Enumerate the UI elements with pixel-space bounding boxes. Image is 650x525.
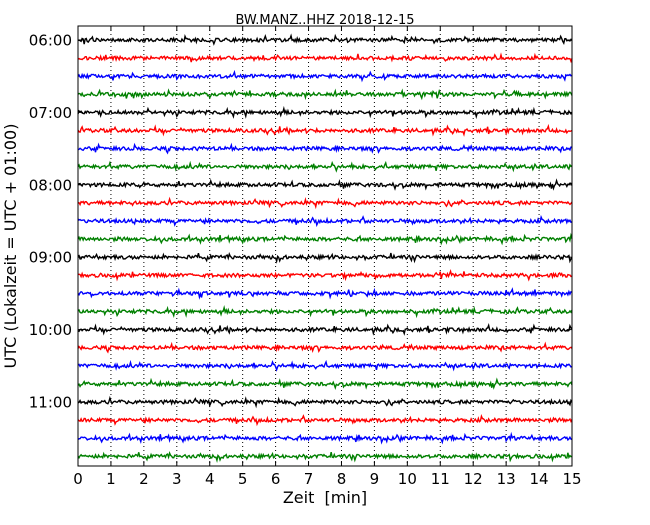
trace-1030 bbox=[77, 359, 573, 372]
trace-0600 bbox=[77, 33, 573, 46]
x-tick-label: 5 bbox=[238, 470, 248, 488]
x-axis-label: Zeit [min] bbox=[283, 488, 367, 507]
trace-0645 bbox=[77, 88, 573, 101]
x-tick-label: 8 bbox=[337, 470, 347, 488]
trace-1130 bbox=[77, 431, 573, 445]
x-tick-label: 4 bbox=[205, 470, 215, 488]
x-axis: 0 1 2 3 4 5 6 7 8 9 10 11 12 13 14 15 bbox=[73, 26, 582, 488]
x-tick-label: 10 bbox=[398, 470, 417, 488]
trace-0700 bbox=[77, 105, 573, 120]
x-tick-label: 2 bbox=[139, 470, 149, 488]
y-tick-label: 07:00 bbox=[29, 104, 72, 122]
trace-0730 bbox=[77, 142, 573, 155]
y-tick-label: 10:00 bbox=[29, 321, 72, 339]
x-tick-label: 3 bbox=[172, 470, 182, 488]
trace-0900 bbox=[77, 251, 573, 264]
trace-1115 bbox=[77, 414, 573, 427]
y-tick-label: 09:00 bbox=[29, 249, 72, 267]
trace-0630 bbox=[77, 69, 573, 83]
x-tick-label: 14 bbox=[530, 470, 549, 488]
trace-0615 bbox=[77, 52, 573, 64]
y-axis: 06:00 07:00 08:00 09:00 10:00 11:00 bbox=[29, 32, 572, 412]
trace-0800 bbox=[77, 178, 573, 191]
x-tick-label: 9 bbox=[370, 470, 380, 488]
trace-1045 bbox=[77, 377, 573, 390]
y-tick-label: 11:00 bbox=[29, 394, 72, 412]
trace-0830 bbox=[77, 214, 573, 228]
trace-1000 bbox=[77, 323, 573, 336]
trace-0930 bbox=[77, 287, 573, 300]
trace-1100 bbox=[77, 395, 573, 409]
trace-0745 bbox=[77, 160, 573, 173]
y-tick-label: 08:00 bbox=[29, 176, 72, 194]
x-tick-label: 13 bbox=[497, 470, 516, 488]
x-tick-label: 11 bbox=[431, 470, 450, 488]
trace-1145 bbox=[77, 451, 573, 463]
x-tick-label: 0 bbox=[73, 470, 83, 488]
x-tick-label: 6 bbox=[271, 470, 281, 488]
x-tick-label: 1 bbox=[106, 470, 116, 488]
plot-frame bbox=[77, 25, 573, 467]
x-tick-label: 12 bbox=[464, 470, 483, 488]
chart-title: BW.MANZ..HHZ 2018-12-15 bbox=[235, 13, 414, 28]
trace-0715 bbox=[77, 123, 573, 137]
y-tick-label: 06:00 bbox=[29, 32, 72, 50]
x-tick-label: 7 bbox=[304, 470, 314, 488]
y-axis-label: UTC (Lokalzeit = UTC + 01:00) bbox=[1, 124, 20, 369]
trace-0815 bbox=[77, 196, 573, 210]
x-tick-label: 15 bbox=[562, 470, 581, 488]
trace-group bbox=[77, 33, 573, 463]
trace-0945 bbox=[77, 305, 573, 319]
vertical-grid bbox=[110, 26, 540, 466]
trace-0915 bbox=[77, 269, 573, 282]
trace-1015 bbox=[77, 341, 573, 354]
trace-0845 bbox=[77, 232, 573, 246]
